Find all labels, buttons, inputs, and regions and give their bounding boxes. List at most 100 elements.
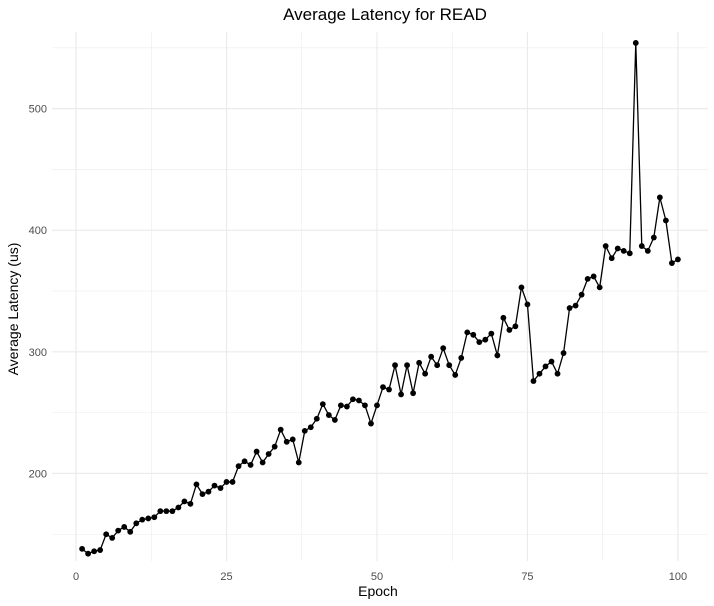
data-point — [199, 491, 206, 498]
data-point — [620, 247, 627, 254]
data-point — [428, 353, 435, 360]
data-point — [229, 479, 236, 485]
data-point — [247, 462, 254, 468]
data-point — [626, 250, 633, 257]
data-point — [163, 508, 170, 515]
data-point — [235, 463, 242, 470]
data-point — [145, 515, 152, 522]
data-point — [139, 516, 146, 523]
data-point — [337, 402, 344, 409]
data-point — [584, 275, 591, 282]
data-point — [343, 403, 350, 410]
data-point — [103, 531, 110, 538]
data-point — [422, 370, 429, 377]
data-point — [127, 528, 134, 535]
data-point — [494, 352, 501, 359]
data-point — [518, 284, 525, 291]
x-tick-labels: 0 25 50 75 100 — [73, 571, 687, 583]
data-point — [283, 438, 290, 445]
x-tick-label: 75 — [521, 571, 533, 583]
data-point — [452, 372, 459, 378]
data-point — [632, 40, 639, 46]
y-tick-label: 500 — [29, 104, 47, 116]
x-tick-label: 0 — [73, 571, 79, 583]
data-point — [205, 488, 212, 495]
data-point — [368, 420, 374, 427]
data-point — [524, 301, 531, 308]
data-point — [578, 291, 585, 298]
data-point — [115, 527, 122, 534]
data-point — [662, 217, 669, 224]
data-point — [416, 359, 423, 366]
data-point — [614, 245, 621, 252]
data-point — [187, 500, 194, 507]
data-point — [656, 194, 663, 201]
x-tick-label: 50 — [371, 571, 383, 583]
data-point — [79, 545, 85, 552]
data-point — [211, 482, 218, 489]
data-point — [470, 331, 477, 338]
data-point — [572, 302, 579, 309]
data-point — [109, 534, 116, 541]
data-point — [410, 390, 417, 397]
data-point — [374, 402, 380, 409]
y-tick-labels: 200 300 400 500 — [29, 104, 47, 481]
data-point — [638, 243, 645, 249]
data-point — [446, 362, 453, 369]
x-tick-label: 25 — [220, 571, 232, 583]
y-tick-label: 200 — [29, 468, 47, 480]
data-point — [169, 508, 176, 515]
data-point — [440, 345, 447, 352]
data-point — [241, 458, 248, 465]
data-point — [223, 479, 230, 485]
data-point — [151, 514, 158, 521]
data-point — [554, 370, 561, 377]
data-point — [548, 358, 555, 365]
data-point — [590, 273, 597, 280]
chart-title: Average Latency for READ — [283, 5, 487, 24]
data-point — [566, 305, 573, 311]
x-axis-title: Epoch — [358, 583, 398, 599]
data-point — [536, 370, 543, 377]
data-point — [512, 323, 519, 330]
data-point — [289, 436, 296, 443]
data-point — [193, 481, 200, 488]
data-point — [500, 314, 507, 321]
data-point — [602, 243, 609, 249]
data-point — [277, 426, 284, 433]
data-point — [476, 339, 483, 346]
data-point — [392, 362, 398, 369]
data-point — [668, 260, 675, 266]
grid-lines — [52, 32, 708, 561]
data-point — [325, 412, 332, 418]
data-point — [356, 397, 362, 404]
data-point — [482, 336, 489, 343]
data-point — [307, 424, 314, 431]
data-point — [217, 485, 224, 491]
data-point — [458, 355, 465, 361]
data-point — [530, 378, 537, 384]
data-point — [404, 362, 410, 369]
y-tick-label: 300 — [29, 347, 47, 359]
data-point — [386, 386, 392, 393]
data-point — [675, 256, 681, 263]
y-axis-title: Average Latency (us) — [5, 243, 21, 376]
y-tick-label: 400 — [29, 225, 47, 237]
data-point — [319, 401, 326, 408]
data-point — [560, 350, 567, 356]
data-point — [181, 498, 188, 505]
data-point — [301, 427, 308, 434]
data-point — [596, 284, 603, 291]
x-tick-label: 100 — [669, 571, 687, 583]
data-point — [434, 362, 441, 369]
data-point — [464, 329, 471, 336]
data-point — [157, 508, 164, 515]
data-point — [542, 363, 549, 370]
data-point — [175, 504, 182, 511]
data-point — [133, 520, 140, 527]
data-point — [313, 415, 320, 422]
data-point — [488, 330, 495, 337]
data-point — [259, 459, 266, 466]
